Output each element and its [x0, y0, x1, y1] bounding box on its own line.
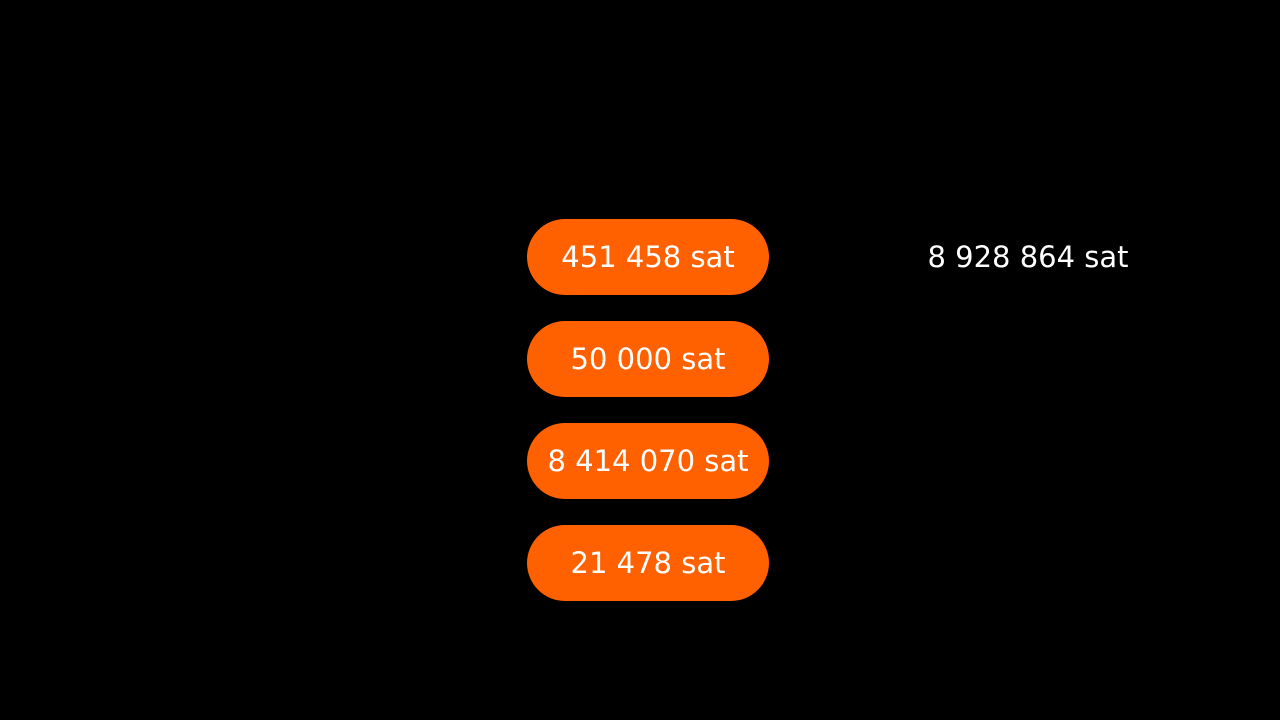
total-amount: 8 928 864 sat	[927, 240, 1129, 274]
input-amount-pill: 50 000 sat	[527, 321, 769, 397]
input-amount-pill: 21 478 sat	[527, 525, 769, 601]
input-amount-pill: 451 458 sat	[527, 219, 769, 295]
input-amount-list: 451 458 sat 50 000 sat 8 414 070 sat 21 …	[527, 219, 769, 601]
input-amount-pill: 8 414 070 sat	[527, 423, 769, 499]
